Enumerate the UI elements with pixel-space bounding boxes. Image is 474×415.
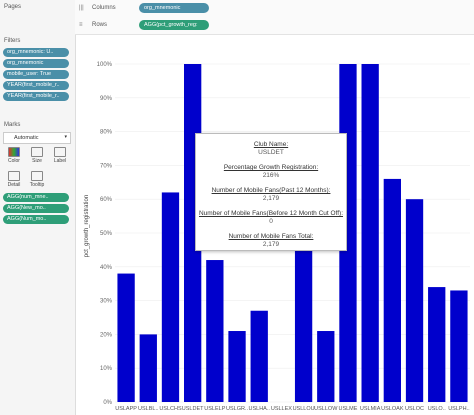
- mark-pill-2[interactable]: AGG(Num_mo..: [3, 215, 69, 224]
- filter-pill-2[interactable]: mobile_user: True: [3, 70, 69, 79]
- y-tick-label: 80%: [100, 130, 113, 136]
- bar-usllow[interactable]: [317, 331, 335, 402]
- bar-uslph[interactable]: [450, 290, 468, 402]
- size-icon: [31, 147, 43, 157]
- tooltip-fanscut-value: 0: [269, 218, 273, 225]
- detail-label: Detail: [7, 182, 21, 188]
- x-tick-label: USLOAK: [381, 406, 404, 412]
- columns-pill[interactable]: org_mnemonic: [139, 3, 209, 13]
- columns-shelf[interactable]: ||| Columns org_mnemonic: [75, 0, 474, 18]
- x-tick-label: USLLEX: [271, 406, 292, 412]
- x-tick-label: USLBL..: [138, 406, 159, 412]
- tooltip-fans12-label: Number of Mobile Fans(Past 12 Months):: [211, 187, 331, 194]
- y-tick-label: 20%: [100, 332, 113, 338]
- bar-chart: pct_growth_registration USLAPP USLBL.. USL…: [84, 62, 470, 412]
- label-label: Label: [53, 158, 67, 164]
- tooltip-club-value: USLDET: [258, 149, 284, 156]
- bar-usllou[interactable]: [294, 233, 313, 402]
- bar-uslbl[interactable]: [139, 334, 157, 402]
- color-icon: [8, 147, 20, 157]
- size-button[interactable]: Size: [28, 146, 46, 164]
- filter-pill-4[interactable]: YEAR(first_mobile_r..: [3, 92, 69, 101]
- rows-label: Rows: [92, 22, 108, 28]
- rows-shelf[interactable]: ≡ Rows AGG(pct_growth_reg:: [75, 17, 474, 35]
- bar-uslchs[interactable]: [161, 192, 180, 402]
- y-tick-label: 90%: [100, 96, 113, 102]
- pages-title: Pages: [4, 4, 22, 10]
- detail-button[interactable]: Detail: [5, 170, 23, 188]
- left-panel: Pages Filters org_mnemonic: U.. org_mnem…: [0, 0, 76, 415]
- x-tick-label: USLMIA: [360, 406, 381, 412]
- y-tick-label: 50%: [100, 231, 113, 237]
- x-tick-label: USLOC: [405, 406, 424, 412]
- tooltip-fanscut-label: Number of Mobile Fans(Before 12 Month Cu…: [198, 210, 344, 217]
- x-tick-label: USLME: [338, 406, 357, 412]
- detail-icon: [8, 171, 20, 181]
- tooltip-pct-label: Percentage Growth Registration:: [223, 164, 319, 171]
- label-button[interactable]: Label: [51, 146, 69, 164]
- x-tick-label: USLLOW: [314, 406, 338, 412]
- marks-title: Marks: [4, 122, 21, 128]
- y-axis-title: pct_growth_registration: [84, 195, 90, 257]
- bar-uslha[interactable]: [250, 310, 268, 402]
- x-tick-label: USLDET: [182, 406, 204, 412]
- bar-usloc[interactable]: [405, 199, 424, 402]
- rows-icon: ≡: [79, 22, 83, 28]
- x-tick-label: USLAPP: [115, 406, 137, 412]
- y-tick-label: 60%: [100, 197, 113, 203]
- tooltip-icon: [31, 171, 43, 181]
- tooltip-pct-value: 216%: [262, 172, 280, 179]
- x-tick-label: USLPH..: [448, 406, 470, 412]
- mark-pill-1[interactable]: AGG(New_mo..: [3, 204, 69, 213]
- bar-uslmia[interactable]: [361, 64, 379, 402]
- tooltip-button[interactable]: Tooltip: [28, 170, 46, 188]
- mark-type-value: Automatic: [14, 134, 39, 141]
- x-tick-label: USLGR..: [226, 406, 248, 412]
- size-label: Size: [32, 158, 42, 164]
- x-tick-label: USLELP: [204, 406, 225, 412]
- tooltip-total-value: 2,179: [262, 241, 280, 248]
- tooltip-popup: Club Name: USLDET Percentage Growth Regi…: [195, 133, 347, 251]
- y-tick-label: 100%: [97, 62, 113, 68]
- y-tick-label: 0%: [103, 400, 112, 406]
- filters-title: Filters: [4, 38, 21, 44]
- mark-type-select[interactable]: Automatic ▾: [3, 132, 71, 144]
- filter-pill-1[interactable]: org_mnemonic: [3, 59, 69, 68]
- x-tick-label: USLLOU: [293, 406, 315, 412]
- filter-pill-3[interactable]: YEAR(first_mobile_r..: [3, 81, 69, 90]
- filter-pill-0[interactable]: org_mnemonic: U..: [3, 48, 69, 57]
- columns-label: Columns: [92, 5, 116, 11]
- bar-uslapp[interactable]: [117, 273, 135, 402]
- x-tick-label: USLCHS: [159, 406, 182, 412]
- columns-icon: |||: [79, 5, 84, 11]
- mark-pill-0[interactable]: AGG(num_mne..: [3, 193, 69, 202]
- x-tick-label: USLO..: [428, 406, 447, 412]
- y-tick-label: 10%: [100, 366, 113, 372]
- y-tick-label: 40%: [100, 265, 113, 271]
- tooltip-club-label: Club Name:: [253, 141, 289, 148]
- bar-usloak[interactable]: [383, 178, 401, 402]
- tooltip-label: Tooltip: [29, 182, 45, 188]
- bar-uslo[interactable]: [428, 287, 446, 402]
- bar-uslelp[interactable]: [206, 260, 224, 402]
- tooltip-fans12-value: 2,179: [262, 195, 280, 202]
- color-label: Color: [8, 158, 20, 164]
- color-button[interactable]: Color: [5, 146, 23, 164]
- chevron-down-icon: ▾: [64, 134, 67, 140]
- bar-uslgr[interactable]: [228, 331, 246, 402]
- tooltip-total-label: Number of Mobile Fans Total:: [228, 233, 314, 240]
- rows-pill[interactable]: AGG(pct_growth_reg:: [139, 20, 209, 30]
- y-tick-label: 70%: [100, 163, 113, 169]
- y-tick-label: 30%: [100, 299, 113, 305]
- label-icon: [54, 147, 66, 157]
- x-tick-label: USLHA..: [249, 406, 271, 412]
